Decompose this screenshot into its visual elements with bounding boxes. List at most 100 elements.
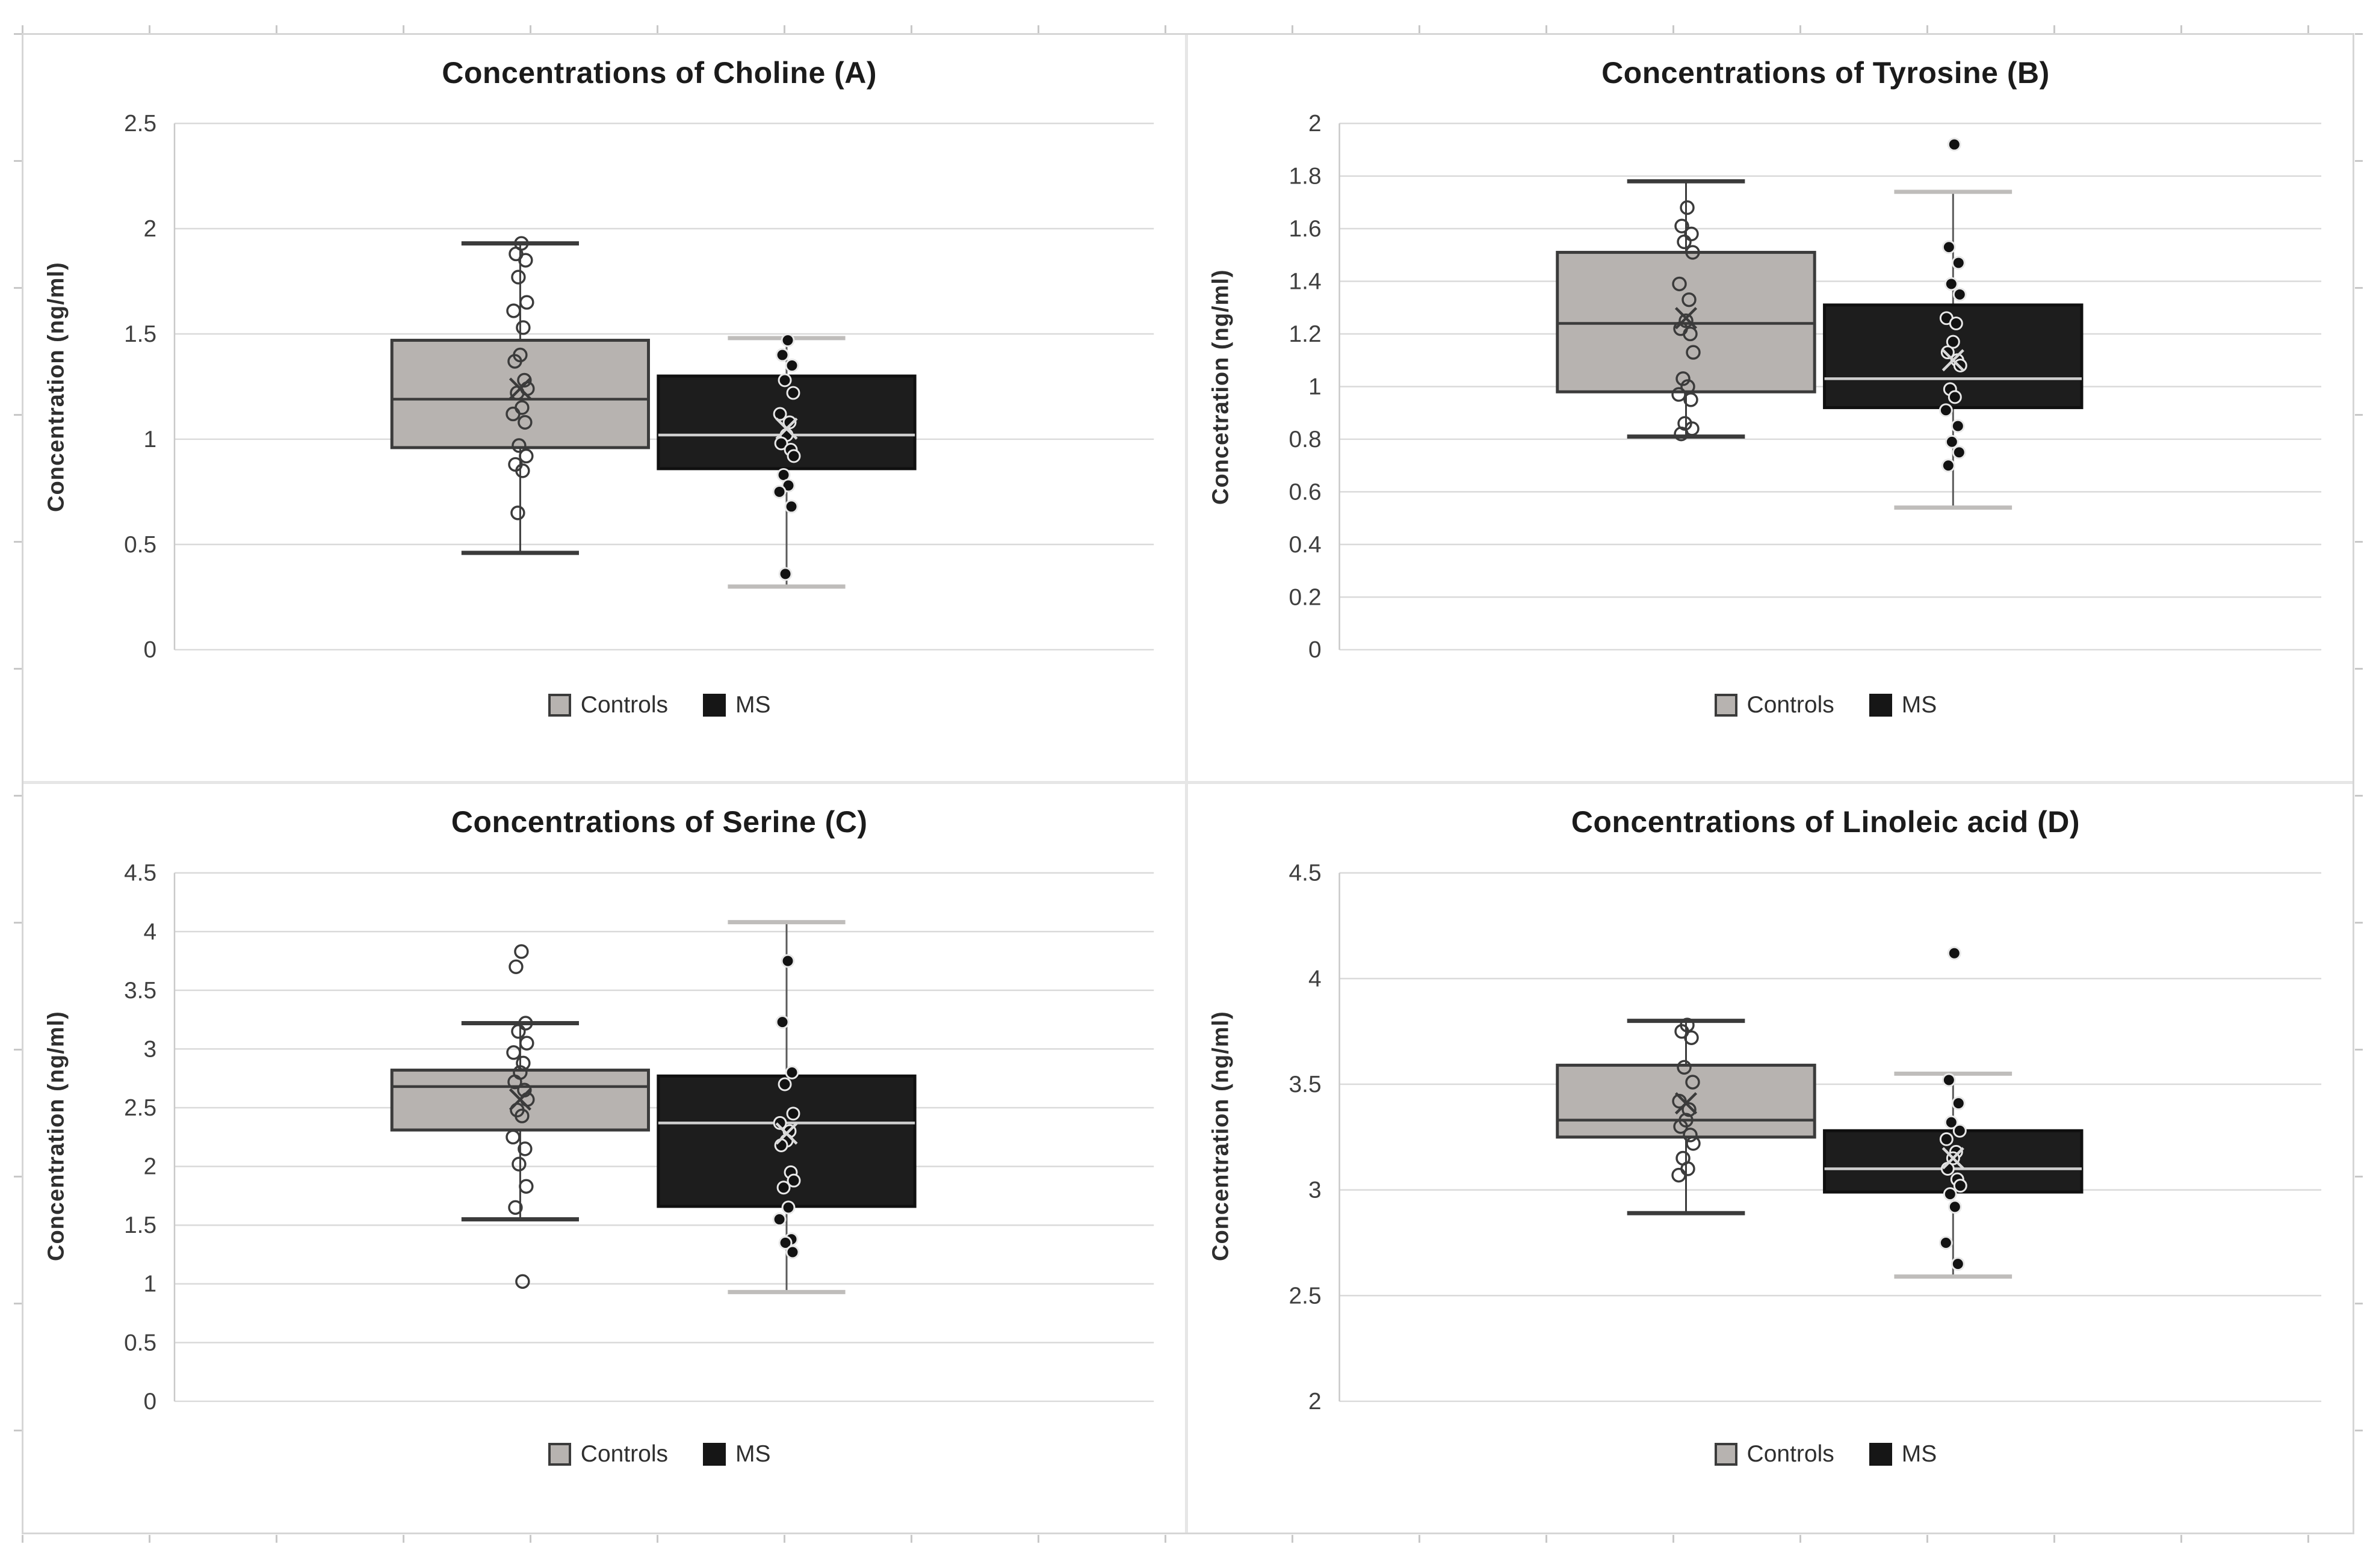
mean-marker bbox=[1674, 307, 1698, 330]
chart-title: Concentrations of Linoleic acid (D) bbox=[1571, 804, 2081, 839]
data-point bbox=[507, 354, 522, 369]
data-point bbox=[1680, 200, 1695, 215]
data-point bbox=[1677, 1060, 1692, 1075]
legend-ms-label: MS bbox=[1901, 1440, 1937, 1467]
ruler-ticks-right bbox=[2355, 33, 2363, 1534]
data-point bbox=[1944, 434, 1959, 449]
y-tick-label: 2 bbox=[1308, 111, 1322, 137]
data-point bbox=[776, 1180, 791, 1194]
data-point bbox=[785, 1065, 799, 1079]
legend-controls-swatch bbox=[1714, 694, 1737, 717]
data-point bbox=[773, 407, 787, 421]
data-point bbox=[511, 270, 526, 285]
data-point bbox=[518, 253, 533, 268]
data-point bbox=[782, 415, 797, 430]
data-point bbox=[1953, 359, 1967, 372]
legend: Controls MS bbox=[146, 692, 1174, 718]
y-tick-label: 0 bbox=[143, 1388, 156, 1414]
data-point bbox=[1680, 379, 1695, 394]
ruler-ticks-top bbox=[22, 25, 2354, 33]
data-point bbox=[1944, 277, 1958, 291]
y-tick-label: 0 bbox=[1308, 637, 1322, 663]
legend: Controls MS bbox=[1310, 692, 2340, 718]
chart-title: Concentrations of Tyrosine (B) bbox=[1601, 56, 2050, 90]
data-point bbox=[1683, 392, 1698, 407]
y-tick-label: 1 bbox=[143, 1271, 156, 1297]
y-tick-label: 3 bbox=[1308, 1177, 1322, 1203]
legend: Controls MS bbox=[146, 1441, 1174, 1468]
y-axis-label: Concentration (ng/ml) bbox=[43, 1010, 69, 1261]
data-point bbox=[778, 1077, 792, 1091]
y-tick-label: 1.4 bbox=[1289, 269, 1322, 295]
data-point bbox=[785, 359, 799, 372]
data-point bbox=[1680, 1161, 1695, 1176]
data-point bbox=[1939, 1132, 1954, 1146]
legend-ms-label: MS bbox=[735, 692, 771, 718]
data-point bbox=[775, 348, 790, 362]
data-point bbox=[1671, 387, 1686, 402]
y-tick-label: 4.5 bbox=[124, 860, 156, 886]
data-point bbox=[511, 1023, 526, 1039]
y-tick-label: 1.5 bbox=[124, 321, 156, 347]
data-point bbox=[506, 303, 521, 318]
legend-ms-swatch bbox=[1869, 694, 1892, 717]
data-point bbox=[1951, 419, 1965, 433]
y-tick-label: 0.4 bbox=[1289, 532, 1322, 558]
data-point bbox=[772, 484, 787, 499]
mean-marker bbox=[1941, 349, 1964, 372]
y-tick-label: 1.8 bbox=[1289, 164, 1322, 190]
y-tick-label: 3.5 bbox=[1289, 1071, 1322, 1097]
data-point bbox=[510, 505, 525, 520]
data-point bbox=[1674, 218, 1689, 233]
y-tick-label: 2.5 bbox=[1289, 1283, 1322, 1309]
legend-ms-swatch bbox=[703, 1442, 726, 1466]
y-tick-label: 3 bbox=[143, 1036, 156, 1062]
data-point bbox=[509, 959, 524, 974]
chart-title: Concentrations of Choline (A) bbox=[442, 56, 877, 90]
boxplot-svg-choline: 0 0.5 1 1.5 2 2.5 bbox=[124, 111, 1154, 663]
data-point bbox=[787, 1173, 801, 1188]
legend-controls-label: Controls bbox=[1746, 1440, 1834, 1467]
data-point bbox=[1674, 427, 1689, 442]
data-point bbox=[519, 1179, 534, 1194]
chart-title: Concentrations of Serine (C) bbox=[451, 804, 868, 839]
data-point bbox=[1952, 287, 1967, 301]
y-tick-label: 4 bbox=[1308, 966, 1322, 992]
y-tick-label: 0.2 bbox=[1289, 584, 1322, 610]
ruler-ticks-bottom bbox=[22, 1535, 2354, 1543]
data-point bbox=[1949, 316, 1963, 330]
data-point bbox=[1948, 1199, 1962, 1214]
ms-boxplot bbox=[657, 333, 917, 589]
figure-frame: 0 0.5 1 1.5 2 2.5 Concentrations of Choline (… bbox=[22, 33, 2354, 1534]
data-point bbox=[1941, 1073, 1956, 1087]
y-axis-label: Concentration (ng/ml) bbox=[1208, 1010, 1234, 1261]
y-tick-label: 0.5 bbox=[124, 1330, 156, 1356]
legend-controls-label: Controls bbox=[580, 692, 669, 718]
data-point bbox=[516, 1055, 531, 1070]
legend-ms-label: MS bbox=[735, 1440, 771, 1467]
panel-tyrosine-B: 0 0.2 0.4 0.6 0.8 1 1.2 1.4 1.6 1.8 2 Concentratio… bbox=[1188, 35, 2353, 784]
data-point bbox=[512, 1156, 527, 1171]
y-tick-label: 0.5 bbox=[124, 532, 156, 558]
data-point bbox=[1941, 458, 1955, 473]
data-point bbox=[1952, 445, 1966, 460]
y-tick-label: 1.2 bbox=[1289, 321, 1322, 347]
data-point bbox=[775, 1014, 790, 1029]
data-point bbox=[774, 436, 788, 451]
data-point bbox=[1944, 1115, 1958, 1129]
data-point bbox=[781, 1200, 796, 1214]
data-point bbox=[1952, 1123, 1967, 1138]
data-point bbox=[785, 1245, 800, 1259]
data-point bbox=[1673, 1119, 1688, 1134]
y-tick-label: 1.6 bbox=[1289, 216, 1322, 242]
data-point bbox=[1672, 276, 1687, 292]
mean-marker bbox=[775, 1122, 798, 1144]
legend: Controls MS bbox=[1310, 1441, 2340, 1468]
y-tick-label: 0 bbox=[143, 637, 156, 663]
data-point bbox=[515, 463, 530, 478]
data-point bbox=[774, 1138, 788, 1152]
data-point bbox=[1943, 1187, 1957, 1201]
y-tick-label: 3.5 bbox=[124, 977, 156, 1003]
legend-ms-label: MS bbox=[1901, 692, 1937, 718]
boxplot-svg-linoleic: 2 2.5 3 3.5 4 4.5 bbox=[1289, 860, 2322, 1414]
